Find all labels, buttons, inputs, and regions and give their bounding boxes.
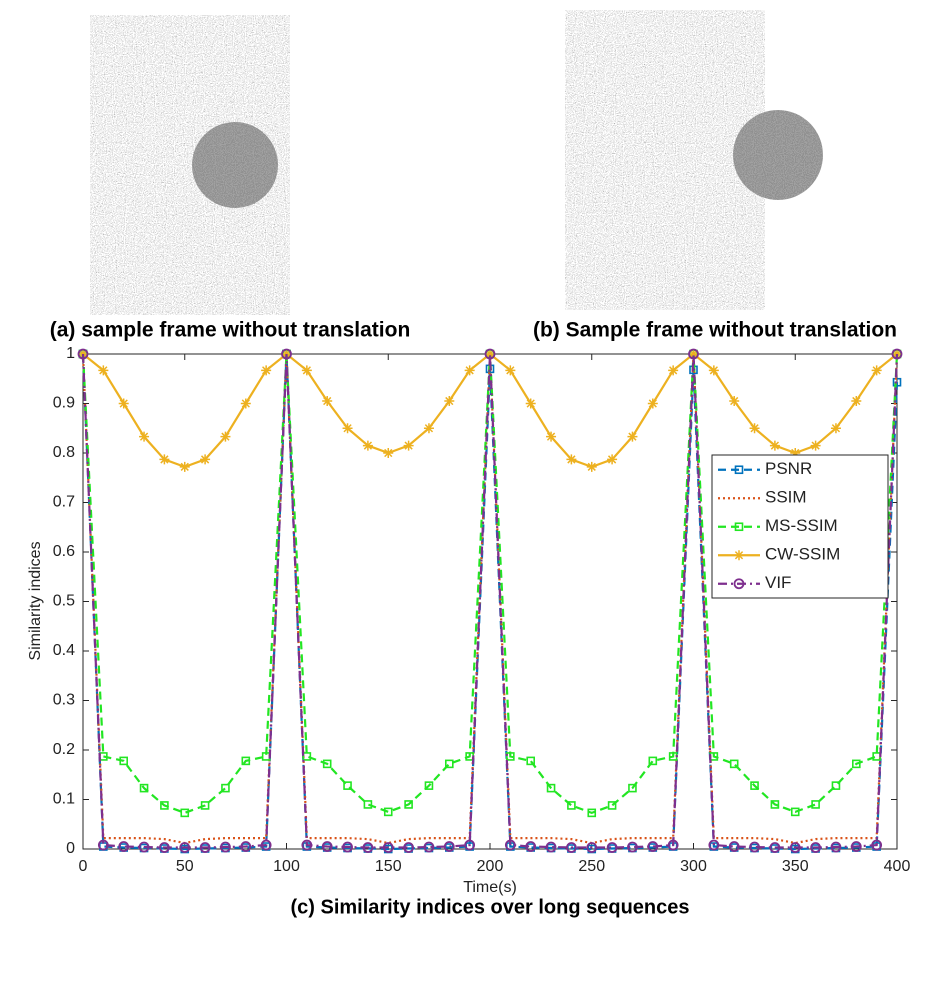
x-tick-label: 150 [375,858,402,875]
y-tick-label: 0.6 [53,543,75,560]
marker [851,396,861,406]
y-tick-label: 0.2 [53,741,75,758]
marker [139,432,149,442]
marker [180,462,190,472]
marker [302,365,312,375]
marker [526,399,536,409]
marker [465,365,475,375]
x-tick-label: 250 [578,858,605,875]
marker [404,441,414,451]
marker [383,448,393,458]
x-tick-label: 200 [477,858,504,875]
marker [343,423,353,433]
marker [363,441,373,451]
marker [98,365,108,375]
legend-label: SSIM [765,488,807,507]
marker [241,399,251,409]
plot-area [83,354,897,849]
marker [750,423,760,433]
marker [709,365,719,375]
y-axis-label: Similarity indices [27,541,44,660]
x-tick-label: 0 [79,858,88,875]
x-tick-label: 300 [680,858,707,875]
legend: PSNR SSIM MS-SSIM CW-SSIM VIF [712,455,888,598]
y-tick-label: 0.8 [53,444,75,461]
marker [546,432,556,442]
marker [424,423,434,433]
x-tick-label: 350 [782,858,809,875]
x-tick-label: 50 [176,858,194,875]
x-axis-label: Time(s) [463,879,517,896]
legend-label: VIF [765,573,791,592]
marker [322,396,332,406]
marker [648,399,658,409]
y-tick-label: 1 [66,345,75,362]
caption-b: (b) Sample frame without translation [533,319,897,342]
y-tick-label: 0.1 [53,791,75,808]
marker [566,454,576,464]
x-tick-label: 400 [884,858,911,875]
marker [872,365,882,375]
marker [200,454,210,464]
marker [627,432,637,442]
caption-a: (a) sample frame without translation [50,319,411,342]
x-tick-label: 100 [273,858,300,875]
marker [607,454,617,464]
marker [770,441,780,451]
marker [587,462,597,472]
y-tick-label: 0.7 [53,494,75,511]
marker [831,423,841,433]
page: (a) sample frame without translation (b)… [0,0,936,992]
marker [505,365,515,375]
figure: (a) sample frame without translation (b)… [0,0,936,992]
chart-title: (c) Similarity indices over long sequenc… [290,896,689,918]
legend-label: PSNR [765,459,812,478]
y-tick-label: 0.4 [53,642,75,659]
marker [668,365,678,375]
y-tick-label: 0 [66,840,75,857]
marker [159,454,169,464]
y-tick-label: 0.9 [53,395,75,412]
marker [729,396,739,406]
legend-label: CW-SSIM [765,545,840,564]
marker [119,399,129,409]
y-tick-label: 0.3 [53,692,75,709]
marker [261,365,271,375]
marker [811,441,821,451]
marker [444,396,454,406]
legend-marker [734,550,744,560]
y-tick-label: 0.5 [53,593,75,610]
marker [220,432,230,442]
legend-label: MS-SSIM [765,516,838,535]
